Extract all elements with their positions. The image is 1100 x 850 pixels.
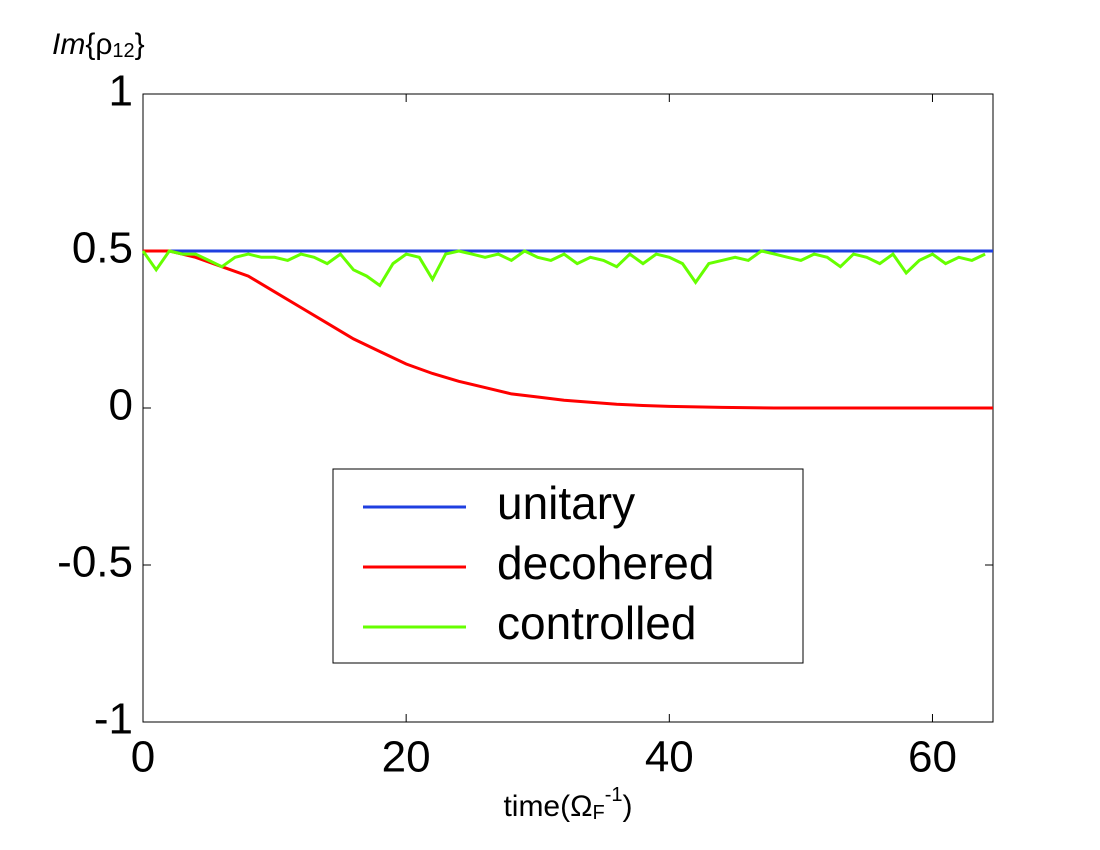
line-series	[141, 249, 986, 288]
y-tick-label: 0.5	[72, 224, 133, 273]
legend-label: unitary	[497, 477, 635, 529]
x-tick-label: 0	[131, 733, 155, 782]
line-series	[143, 249, 993, 410]
legend-label: decohered	[497, 537, 714, 589]
x-label-part: )	[623, 790, 633, 823]
x-label-part: -1	[605, 784, 623, 806]
x-label-part: F	[593, 802, 605, 824]
x-axis-label: time(ΩF-1)	[503, 784, 632, 824]
x-tick-label: 60	[908, 733, 957, 782]
y-label-part: Im	[52, 28, 85, 61]
x-tick-label: 20	[382, 733, 431, 782]
y-tick-label: 0	[109, 381, 133, 430]
legend-label: controlled	[497, 597, 696, 649]
y-axis-label: Im{ρ12}	[52, 28, 145, 62]
y-label-part: }	[135, 28, 145, 61]
x-tick-label: 40	[645, 733, 694, 782]
y-tick-label: 1	[109, 67, 133, 116]
y-label-part: 12	[112, 40, 134, 62]
x-label-part: time(Ω	[503, 790, 592, 823]
y-label-part: {ρ	[85, 28, 112, 61]
y-tick-label: -1	[94, 695, 133, 744]
y-tick-label: -0.5	[57, 538, 133, 587]
